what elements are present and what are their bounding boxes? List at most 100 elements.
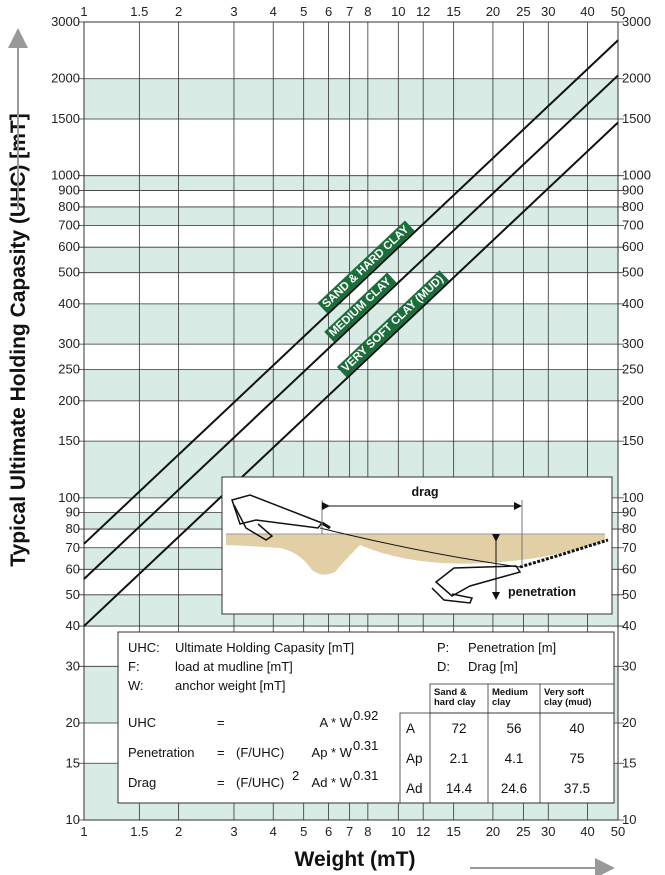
table-header: clay <box>492 697 511 708</box>
drag-label: drag <box>411 485 438 499</box>
x-tick-label-top: 1 <box>80 4 87 19</box>
x-tick-label: 4 <box>270 824 277 839</box>
y-tick-label-right: 1500 <box>622 111 651 126</box>
legend-abbr: D: <box>437 659 450 674</box>
y-tick-label-right: 30 <box>622 658 636 673</box>
table-header: clay (mud) <box>544 697 592 708</box>
x-tick-label: 3 <box>230 824 237 839</box>
formula-ratio-exponent: 2 <box>292 768 299 783</box>
chart-series <box>83 39 619 627</box>
y-tick-label: 150 <box>58 433 80 448</box>
legend-abbr: F: <box>128 659 140 674</box>
y-tick-label-right: 20 <box>622 715 636 730</box>
table-cell: 75 <box>569 751 584 766</box>
y-tick-label-right: 50 <box>622 587 636 602</box>
table-body-box <box>399 712 615 804</box>
table-cell: 72 <box>451 721 466 736</box>
y-tick-label: 500 <box>58 265 80 280</box>
y-tick-label-right: 500 <box>622 265 644 280</box>
chart-band <box>84 78 618 119</box>
x-tick-label-top: 50 <box>611 4 625 19</box>
series-label-bg <box>336 270 450 378</box>
y-tick-label: 1500 <box>51 111 80 126</box>
y-tick-label: 300 <box>58 336 80 351</box>
chart-band <box>84 190 618 207</box>
x-tick-label: 50 <box>611 824 625 839</box>
y-tick-label: 1000 <box>51 168 80 183</box>
x-tick-label: 8 <box>364 824 371 839</box>
y-tick-label-right: 900 <box>622 182 644 197</box>
table-row-label: Ap <box>406 751 423 766</box>
anchor-surface-icon <box>231 494 331 541</box>
y-tick-label: 3000 <box>51 14 80 29</box>
y-tick-label-right: 10 <box>622 812 636 827</box>
y-tick-label: 80 <box>66 521 80 536</box>
table-cell: 37.5 <box>564 781 590 796</box>
seabed <box>226 534 605 575</box>
y-tick-label-right: 600 <box>622 239 644 254</box>
y-tick-label: 30 <box>66 658 80 673</box>
x-tick-label-top: 4 <box>270 4 277 19</box>
y-tick-label: 20 <box>66 715 80 730</box>
y-tick-label: 10 <box>66 812 80 827</box>
table-header: hard clay <box>434 697 476 708</box>
x-tick-label-top: 5 <box>300 4 307 19</box>
table-cell: 56 <box>506 721 521 736</box>
x-tick-label-top: 8 <box>364 4 371 19</box>
formula-equals: = <box>217 745 225 760</box>
x-tick-label: 10 <box>391 824 405 839</box>
formula-name: Drag <box>128 775 156 790</box>
x-tick-label: 5 <box>300 824 307 839</box>
table-cell: 14.4 <box>446 781 473 796</box>
penetration-label: penetration <box>508 585 576 599</box>
x-tick-label-top: 3 <box>230 4 237 19</box>
y-tick-label: 100 <box>58 490 80 505</box>
plot-frame <box>83 21 619 821</box>
anchor-diagram: drag penetration <box>221 476 613 615</box>
y-tick-label-right: 90 <box>622 505 636 520</box>
x-tick-label: 6 <box>325 824 332 839</box>
series-line <box>83 74 619 580</box>
y-tick-label-right: 400 <box>622 296 644 311</box>
x-axis-title: Weight (mT) <box>295 848 416 871</box>
x-tick-label: 40 <box>580 824 594 839</box>
x-tick-label-top: 40 <box>580 4 594 19</box>
x-tick-label-top: 10 <box>391 4 405 19</box>
y-tick-label-right: 100 <box>622 490 644 505</box>
y-tick-label-right: 800 <box>622 199 644 214</box>
table-cell: 40 <box>569 721 584 736</box>
formula-name: Penetration <box>128 745 195 760</box>
x-tick-label: 25 <box>516 824 530 839</box>
x-tick-label-top: 1.5 <box>130 4 148 19</box>
series-label-bg <box>317 220 415 314</box>
y-tick-label-right: 60 <box>622 561 636 576</box>
legend-definition: Penetration [m] <box>468 640 556 655</box>
y-tick-label: 2000 <box>51 71 80 86</box>
table-header: Sand & <box>434 687 467 698</box>
chart-band <box>84 247 618 273</box>
formula-exponent: 0.31 <box>353 768 378 783</box>
table-header: Very soft <box>544 687 585 698</box>
chart-band <box>84 118 618 176</box>
chart-band <box>84 225 618 248</box>
formula-legend: UHC: Ultimate Holding Capasity [mT] F: load… <box>117 631 615 804</box>
y-tick-label: 200 <box>58 393 80 408</box>
y-tick-label: 900 <box>58 182 80 197</box>
y-tick-label-right: 80 <box>622 521 636 536</box>
y-tick-label: 800 <box>58 199 80 214</box>
formula-coefficient: A * W <box>319 715 352 730</box>
y-tick-label: 15 <box>66 755 80 770</box>
table-cell: 2.1 <box>450 751 469 766</box>
formula-equals: = <box>217 715 225 730</box>
x-tick-label: 7 <box>346 824 353 839</box>
y-tick-label: 70 <box>66 540 80 555</box>
table-row-label: A <box>406 721 415 736</box>
series-label-bg <box>324 272 397 343</box>
x-tick-label: 20 <box>486 824 500 839</box>
x-tick-label-top: 2 <box>175 4 182 19</box>
formula-coefficient: Ap * W <box>312 745 353 760</box>
x-tick-label: 1 <box>80 824 87 839</box>
y-tick-label: 50 <box>66 587 80 602</box>
y-tick-label-right: 200 <box>622 393 644 408</box>
